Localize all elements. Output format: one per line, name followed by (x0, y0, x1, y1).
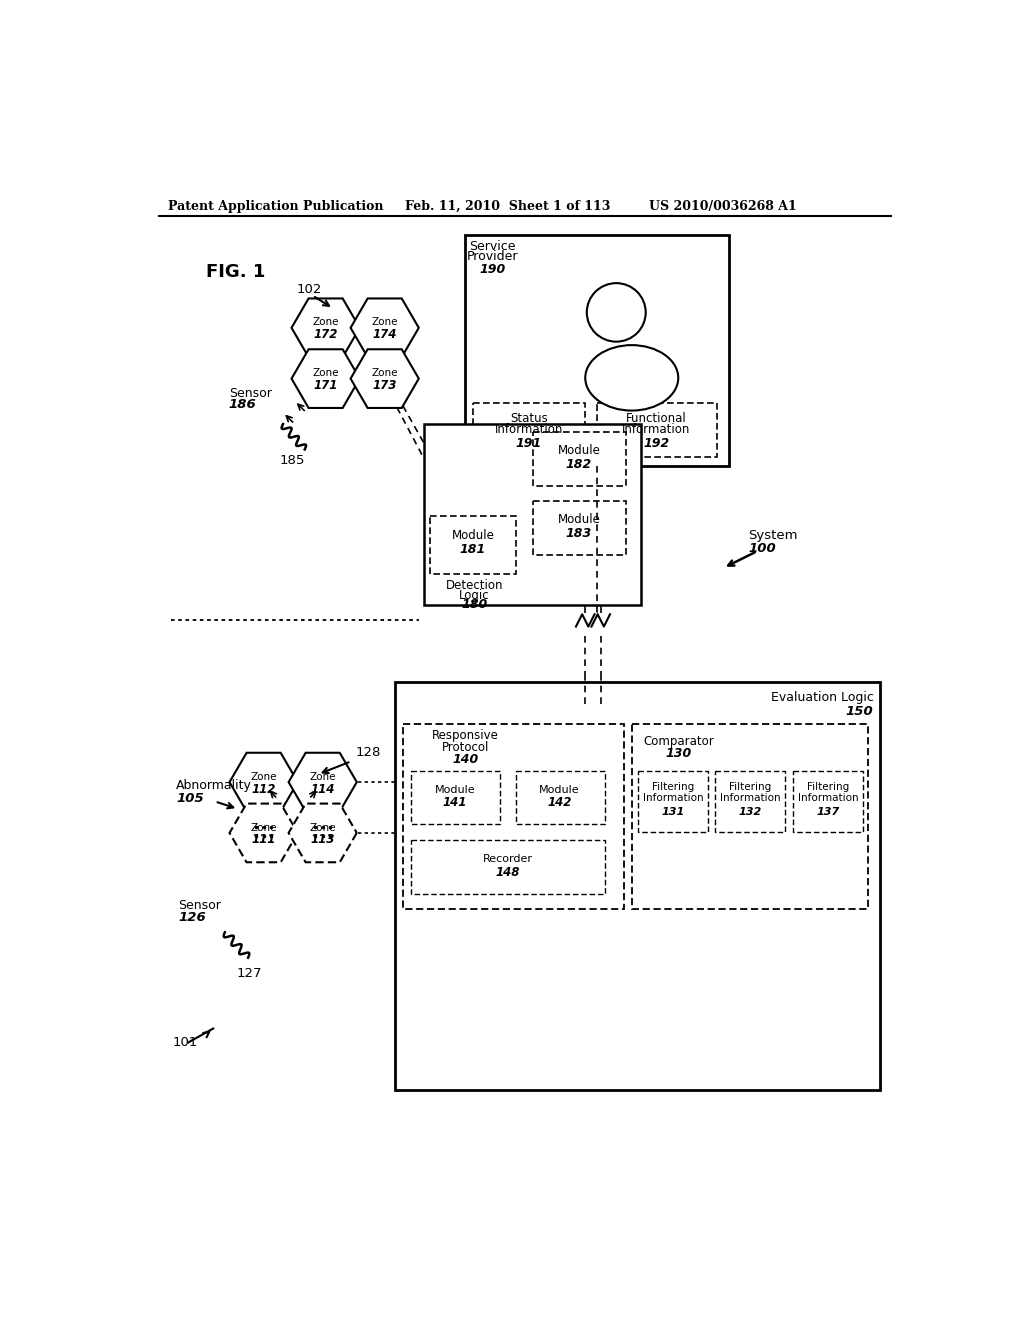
Bar (793, 771, 862, 832)
Bar (632, 725, 868, 909)
Bar (473, 404, 586, 457)
Text: FIG. 1: FIG. 1 (206, 264, 265, 281)
Polygon shape (350, 350, 419, 408)
Bar (395, 682, 880, 1090)
Bar (424, 424, 641, 605)
Text: Feb. 11, 2010  Sheet 1 of 113: Feb. 11, 2010 Sheet 1 of 113 (406, 199, 611, 213)
Text: 173: 173 (373, 379, 397, 392)
Text: Module: Module (558, 444, 600, 457)
Text: 102: 102 (297, 282, 323, 296)
Text: 140: 140 (452, 754, 478, 767)
Bar (411, 840, 604, 894)
Text: 128: 128 (355, 746, 381, 759)
Text: 182: 182 (566, 458, 592, 471)
Text: Zone: Zone (309, 772, 336, 781)
Circle shape (587, 284, 646, 342)
Text: 126: 126 (178, 911, 206, 924)
Text: 191: 191 (515, 437, 542, 450)
Text: Functional: Functional (626, 412, 687, 425)
Text: 101: 101 (172, 1036, 198, 1049)
Bar (638, 771, 708, 832)
Text: Module: Module (435, 785, 475, 795)
Text: 112: 112 (252, 783, 275, 796)
Text: 111: 111 (252, 833, 275, 846)
Polygon shape (229, 804, 298, 862)
Text: Information: Information (495, 422, 563, 436)
Text: Responsive: Responsive (432, 730, 499, 742)
Text: Detection: Detection (445, 579, 503, 593)
Text: Protocol: Protocol (441, 741, 488, 754)
Text: 100: 100 (748, 541, 776, 554)
Text: Filtering: Filtering (807, 783, 849, 792)
Text: 180: 180 (461, 598, 487, 611)
Text: Zone: Zone (309, 822, 336, 833)
Text: Status: Status (510, 412, 548, 425)
Text: 105: 105 (176, 792, 204, 805)
Text: 185: 185 (280, 454, 305, 467)
Text: 190: 190 (479, 263, 506, 276)
Text: 172: 172 (313, 329, 338, 342)
Text: 192: 192 (643, 437, 670, 450)
Text: Abnormality: Abnormality (176, 779, 252, 792)
Text: Service: Service (469, 240, 515, 252)
Text: Logic: Logic (459, 589, 489, 602)
Polygon shape (289, 752, 356, 812)
Text: Information: Information (798, 793, 858, 804)
Text: Patent Application Publication: Patent Application Publication (168, 199, 384, 213)
Polygon shape (289, 804, 356, 862)
Text: 142: 142 (548, 796, 571, 809)
Bar (716, 771, 785, 832)
Polygon shape (292, 350, 359, 408)
Bar (532, 432, 626, 486)
Text: Module: Module (558, 513, 600, 527)
Text: Recorder: Recorder (482, 854, 532, 865)
Text: US 2010/0036268 A1: US 2010/0036268 A1 (649, 199, 797, 213)
Text: 148: 148 (496, 866, 520, 879)
Text: Zone: Zone (251, 822, 276, 833)
Text: Zone: Zone (312, 368, 339, 379)
Text: 186: 186 (228, 399, 256, 412)
Text: 171: 171 (313, 379, 338, 392)
Text: Evaluation Logic: Evaluation Logic (771, 692, 873, 705)
Bar (465, 235, 729, 466)
Text: Information: Information (623, 422, 691, 436)
Bar (597, 404, 717, 457)
Text: Zone: Zone (251, 772, 276, 781)
Bar (515, 771, 604, 825)
Text: Module: Module (452, 529, 495, 543)
Text: 183: 183 (566, 527, 592, 540)
Ellipse shape (586, 345, 678, 411)
Text: Comparator: Comparator (643, 735, 714, 748)
Text: 127: 127 (237, 966, 262, 979)
Text: 174: 174 (373, 329, 397, 342)
Text: 181: 181 (460, 543, 486, 556)
Polygon shape (350, 298, 419, 358)
Bar (411, 771, 500, 825)
Bar (532, 502, 626, 554)
Text: Filtering: Filtering (729, 783, 771, 792)
Bar (430, 516, 515, 574)
Text: Filtering: Filtering (651, 783, 694, 792)
Text: Sensor: Sensor (228, 387, 271, 400)
Text: 114: 114 (310, 783, 335, 796)
Text: 131: 131 (662, 807, 684, 817)
Text: 132: 132 (738, 807, 762, 817)
Text: Zone: Zone (312, 317, 339, 327)
Text: Module: Module (540, 785, 580, 795)
Text: 141: 141 (442, 796, 467, 809)
Text: 113: 113 (310, 833, 335, 846)
Bar (403, 725, 624, 909)
Polygon shape (292, 298, 359, 358)
Polygon shape (229, 752, 298, 812)
Text: Information: Information (720, 793, 780, 804)
Text: Information: Information (642, 793, 703, 804)
Text: Zone: Zone (372, 317, 398, 327)
Text: Provider: Provider (467, 251, 518, 264)
Text: System: System (748, 529, 798, 543)
Text: 130: 130 (666, 747, 691, 760)
Text: Sensor: Sensor (178, 899, 221, 912)
Text: 137: 137 (816, 807, 840, 817)
Text: 150: 150 (846, 705, 873, 718)
Text: Zone: Zone (372, 368, 398, 379)
